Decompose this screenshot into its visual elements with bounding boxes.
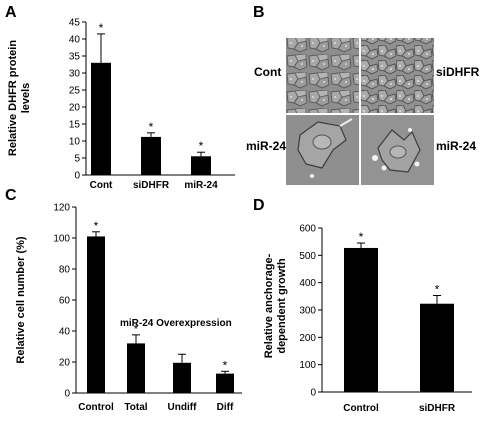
y-tick-label: 300 — [299, 306, 316, 317]
y-tick-label: 200 — [299, 333, 316, 344]
chart-a: 0 5 10 15 20 25 30 35 40 45 * Cont * siDHFR * miR-24 Rel… — [7, 18, 235, 191]
y-axis-label-line: levels — [20, 83, 32, 114]
bar — [191, 156, 211, 175]
y-axis-label-line: Relative anchorage- — [263, 253, 275, 358]
y-tick-label: 80 — [59, 265, 71, 276]
significance-star: * — [359, 230, 364, 244]
y-tick-label: 0 — [310, 388, 316, 399]
y-tick-label: 40 — [69, 35, 81, 46]
micrograph-cont — [286, 38, 359, 113]
y-tick-label: 0 — [74, 171, 80, 182]
significance-star: * — [435, 283, 440, 297]
micrograph-panel — [286, 38, 434, 185]
bar — [173, 362, 191, 393]
y-axis-label: Relative DHFR proteinlevels — [7, 40, 32, 156]
y-tick-label: 25 — [69, 86, 81, 97]
y-tick-label: 20 — [59, 358, 71, 369]
panel-letter-b: B — [253, 4, 265, 21]
bar — [141, 136, 161, 175]
y-tick-label: 40 — [59, 327, 71, 338]
significance-star: * — [199, 139, 204, 153]
category-label: Control — [78, 402, 114, 413]
y-axis-label-line: Relative cell number (%) — [15, 236, 27, 363]
category-label: Control — [343, 403, 379, 414]
panel-letter-a: A — [5, 4, 17, 21]
category-label: siDHFR — [419, 403, 456, 414]
y-tick-label: 0 — [64, 389, 70, 400]
significance-star: * — [99, 21, 104, 35]
bar — [91, 62, 111, 175]
category-label: miR-24 — [184, 180, 218, 191]
panel-letter-c: C — [5, 187, 17, 204]
chart-c: 0 20 40 60 80 100 120 * Control * Total Undiff * Diff… — [15, 203, 242, 413]
chart-d: 0 100 200 300 400 500 600 * Control * siDHFR Relati… — [263, 224, 472, 414]
y-tick-label: 100 — [53, 234, 70, 245]
y-tick-label: 45 — [69, 18, 81, 29]
y-tick-label: 10 — [69, 137, 81, 148]
y-tick-label: 35 — [69, 52, 81, 63]
bar — [216, 373, 234, 393]
y-axis-label: Relative anchorage-dependent growth — [263, 253, 288, 358]
y-tick-label: 15 — [69, 120, 81, 131]
y-axis-label: Relative cell number (%) — [15, 236, 27, 363]
significance-star: * — [134, 322, 139, 336]
bar — [127, 343, 145, 393]
micrograph-sidhfr — [361, 38, 434, 113]
category-label: Cont — [90, 180, 113, 191]
micrograph-label-cont: Cont — [254, 65, 281, 79]
y-tick-label: 20 — [69, 103, 81, 114]
category-label: Total — [124, 402, 147, 413]
y-axis-label-line: dependent growth — [276, 258, 288, 354]
y-tick-label: 500 — [299, 251, 316, 262]
y-tick-label: 5 — [74, 154, 80, 165]
y-tick-label: 30 — [69, 69, 81, 80]
bar — [87, 236, 105, 393]
significance-star: * — [149, 120, 154, 134]
y-tick-label: 400 — [299, 278, 316, 289]
category-label: Diff — [217, 402, 234, 413]
micrograph-label-sidhfr: siDHFR — [436, 65, 480, 79]
category-label: Undiff — [168, 402, 198, 413]
y-tick-label: 120 — [53, 203, 70, 214]
bar — [344, 247, 378, 392]
y-tick-label: 600 — [299, 224, 316, 235]
micrograph-label-mir24-left: miR-24 — [246, 139, 286, 153]
y-tick-label: 100 — [299, 360, 316, 371]
significance-star: * — [223, 358, 228, 372]
chart-c-annotation: miR-24 Overexpression — [120, 318, 232, 329]
bar — [420, 303, 454, 392]
category-label: siDHFR — [133, 180, 170, 191]
significance-star: * — [94, 219, 99, 233]
micrograph-label-mir24-right: miR-24 — [436, 139, 476, 153]
y-tick-label: 60 — [59, 296, 71, 307]
panel-letter-d: D — [253, 197, 265, 214]
y-axis-label-line: Relative DHFR protein — [7, 40, 19, 156]
